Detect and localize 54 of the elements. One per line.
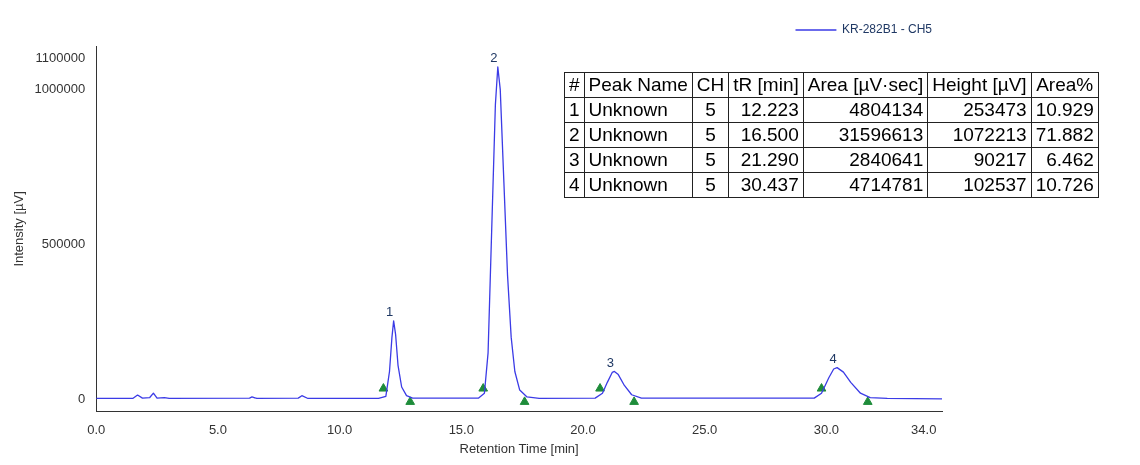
- y-tick-label: 1100000: [35, 49, 86, 65]
- annotation: 1: [386, 303, 394, 319]
- annotation: 4: [564, 172, 585, 198]
- x-tick-label: 30.0: [813, 422, 840, 438]
- annotation: 1: [564, 97, 585, 123]
- annotation: 4804134: [803, 97, 928, 123]
- text: 253473: [927, 97, 1032, 123]
- text: 102537: [927, 172, 1032, 198]
- y-axis-title: Intensity [µV]: [11, 191, 27, 267]
- annotation: 2840641: [803, 147, 928, 173]
- annotation: 16.500: [728, 122, 804, 148]
- annotation: 12.223: [728, 97, 804, 123]
- x-axis-title: Retention Time [min]: [459, 440, 579, 456]
- annotation: 2: [564, 122, 585, 148]
- annotation: Height [µV]: [927, 72, 1032, 98]
- x-tick-label: 0.0: [87, 422, 106, 438]
- annotation: Peak Name: [584, 72, 693, 98]
- annotation: 2: [490, 50, 498, 66]
- text: 1072213: [927, 122, 1032, 148]
- text: 90217: [927, 147, 1032, 173]
- annotation: 3: [564, 147, 585, 173]
- annotation: Unknown: [584, 122, 693, 148]
- annotation: Area [µV·sec]: [803, 72, 928, 98]
- text: 6.462: [1031, 147, 1099, 173]
- text: 10.929: [1031, 97, 1099, 123]
- x-tick-label: 5.0: [208, 422, 227, 438]
- y-tick-label: 0: [77, 390, 86, 406]
- annotation: 4: [829, 350, 837, 366]
- y-tick-label: 500000: [41, 235, 86, 251]
- text: 10.726: [1031, 172, 1099, 198]
- annotation: 21.290: [728, 147, 804, 173]
- annotation: Unknown: [584, 147, 693, 173]
- annotation: tR [min]: [728, 72, 804, 98]
- x-tick-label: 25.0: [692, 422, 718, 438]
- annotation: 31596613: [803, 122, 928, 148]
- x-tick-label: 20.0: [570, 422, 596, 438]
- x-tick-label: 15.0: [448, 422, 474, 438]
- annotation: 5: [692, 97, 729, 123]
- annotation: 3: [606, 354, 615, 370]
- annotation: 5: [692, 122, 729, 148]
- annotation: CH: [692, 72, 729, 98]
- annotation: #: [564, 72, 585, 98]
- x-tick-label: 10.0: [326, 422, 353, 438]
- annotation: 30.437: [728, 172, 804, 198]
- annotation: 5: [692, 172, 729, 198]
- y-tick-label: 1000000: [34, 80, 86, 96]
- annotation: Unknown: [584, 97, 693, 123]
- x-tick-label: 34.0: [911, 422, 937, 438]
- annotation: 4714781: [803, 172, 928, 198]
- text: Area%: [1031, 72, 1099, 98]
- text: 71.882: [1031, 122, 1099, 148]
- annotation: 5: [692, 147, 729, 173]
- annotation: Unknown: [584, 172, 693, 198]
- legend-label: KR-282B1 - CH5: [841, 22, 933, 37]
